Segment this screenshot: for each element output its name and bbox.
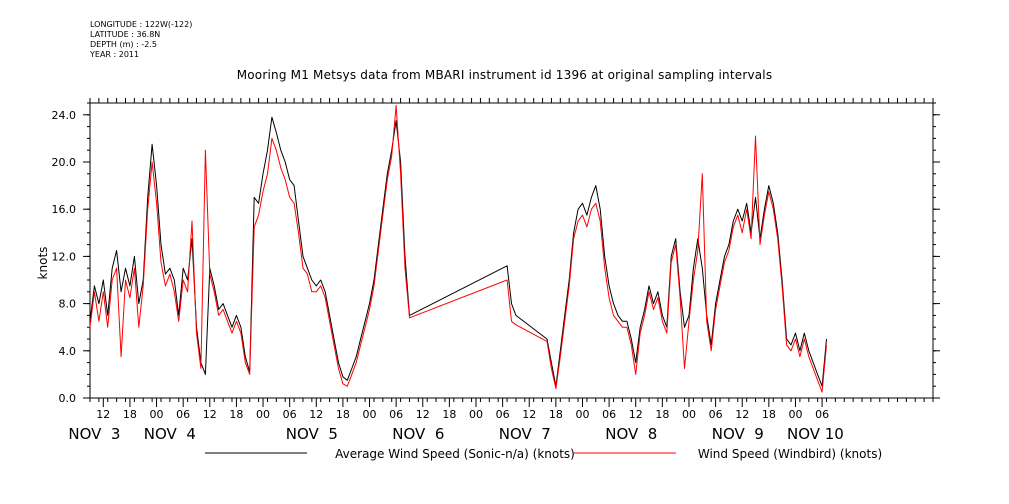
y-tick-label: 0.0 [59, 392, 77, 405]
x-hour-label: 00 [575, 408, 589, 421]
x-date-label: NOV 7 [499, 425, 551, 443]
x-hour-label: 00 [256, 408, 270, 421]
y-tick-label: 12.0 [52, 250, 77, 263]
x-hour-label: 06 [815, 408, 829, 421]
depth-label: DEPTH (m) : -2.5 [90, 40, 157, 49]
series-line-windbird [89, 104, 827, 393]
x-hour-label: 12 [203, 408, 217, 421]
plot-frame [89, 102, 934, 399]
x-hour-label: 12 [309, 408, 323, 421]
x-hour-label: 12 [735, 408, 749, 421]
y-tick-label: 24.0 [52, 109, 77, 122]
x-hour-label: 12 [522, 408, 536, 421]
chart-legend: Average Wind Speed (Sonic-n/a) (knots) Wi… [205, 447, 882, 461]
y-tick-label: 8.0 [59, 298, 77, 311]
x-date-label: NOV 3 [68, 425, 120, 443]
x-hour-label: 18 [442, 408, 456, 421]
y-tick-label: 4.0 [59, 345, 77, 358]
x-date-label: NOV 4 [144, 425, 196, 443]
x-hour-label: 00 [682, 408, 696, 421]
x-hour-label: 18 [229, 408, 243, 421]
x-date-label: NOV 10 [787, 425, 844, 443]
year-label: YEAR : 2011 [90, 50, 140, 59]
x-hour-label: 06 [389, 408, 403, 421]
dataset-metadata: LONGITUDE : 122W(-122) LATITUDE : 36.8N … [90, 20, 192, 60]
series-line-average-sonic [89, 116, 827, 387]
x-hour-label: 18 [762, 408, 776, 421]
x-hour-label: 18 [123, 408, 137, 421]
series-layer [89, 104, 827, 393]
x-hour-label: 06 [602, 408, 616, 421]
x-date-label: NOV 6 [392, 425, 444, 443]
x-hour-label: 06 [709, 408, 723, 421]
legend-label: Average Wind Speed (Sonic-n/a) (knots) [335, 447, 575, 461]
x-hour-label: 06 [283, 408, 297, 421]
longitude-label: LONGITUDE : 122W(-122) [90, 20, 193, 29]
x-date-label: NOV 9 [712, 425, 764, 443]
y-axis-label: knots [36, 247, 50, 280]
x-date-label: NOV 5 [286, 425, 338, 443]
x-hour-label: 00 [150, 408, 164, 421]
latitude-label: LATITUDE : 36.8N [90, 30, 161, 39]
y-tick-label: 16.0 [52, 203, 77, 216]
x-hour-label: 18 [336, 408, 350, 421]
x-hour-label: 06 [176, 408, 190, 421]
x-date-label: NOV 8 [605, 425, 657, 443]
x-hour-label: 18 [549, 408, 563, 421]
x-hour-label: 12 [96, 408, 110, 421]
x-hour-label: 12 [416, 408, 430, 421]
legend-label: Wind Speed (Windbird) (knots) [698, 447, 882, 461]
plot-axes: 0.0 4.0 8.0 12.0 16.0 20.0 24.0 12 18 00 06 12 18 00 0… [52, 98, 940, 443]
y-tick-label: 20.0 [52, 156, 77, 169]
x-hour-label: 00 [788, 408, 802, 421]
x-hour-label: 00 [469, 408, 483, 421]
chart-title: Mooring M1 Metsys data from MBARI instru… [236, 68, 773, 82]
x-hour-label: 18 [655, 408, 669, 421]
x-hour-label: 00 [363, 408, 377, 421]
x-hour-label: 06 [496, 408, 510, 421]
x-hour-label: 12 [629, 408, 643, 421]
